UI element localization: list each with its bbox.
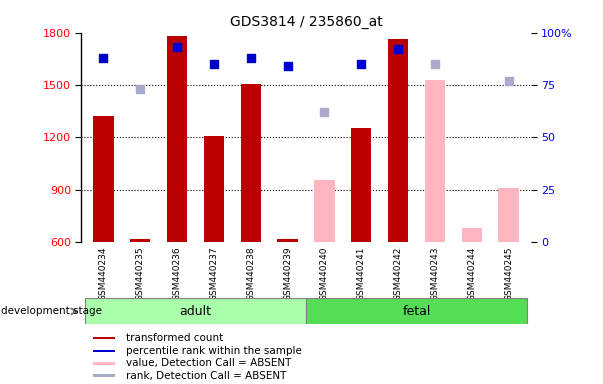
Bar (425, 80, 445, 242)
Text: value, Detection Call = ABSENT: value, Detection Call = ABSENT (127, 358, 292, 368)
Text: fetal: fetal (402, 305, 431, 318)
Text: adult: adult (180, 305, 212, 318)
Bar (93, 374, 115, 377)
Text: GSM440236: GSM440236 (172, 247, 182, 301)
Text: transformed count: transformed count (127, 333, 224, 343)
Text: GSM440241: GSM440241 (357, 247, 366, 301)
Bar (93, 337, 115, 339)
Text: GSM440245: GSM440245 (504, 247, 513, 301)
Text: GSM440239: GSM440239 (283, 247, 292, 301)
Bar (499, 188, 519, 242)
Bar (204, 136, 224, 242)
Bar (462, 228, 482, 242)
Bar (306, 298, 527, 324)
Bar (314, 180, 335, 242)
Bar (93, 362, 115, 365)
Text: GSM440243: GSM440243 (431, 247, 440, 301)
Point (504, 78, 513, 84)
Text: rank, Detection Call = ABSENT: rank, Detection Call = ABSENT (127, 371, 286, 381)
Bar (241, 84, 261, 242)
Bar (277, 239, 298, 242)
Point (246, 55, 256, 61)
Point (209, 61, 219, 67)
Bar (351, 128, 371, 242)
Bar (93, 349, 115, 352)
Text: GSM440242: GSM440242 (394, 247, 403, 301)
Point (393, 46, 403, 53)
Text: GSM440238: GSM440238 (246, 247, 255, 301)
Point (320, 109, 329, 115)
Point (99, 55, 109, 61)
Bar (130, 239, 150, 242)
Bar (85, 298, 306, 324)
Point (136, 86, 145, 92)
Text: GSM440235: GSM440235 (136, 247, 145, 301)
Text: GSM440240: GSM440240 (320, 247, 329, 301)
Point (356, 61, 366, 67)
Text: GSM440237: GSM440237 (209, 247, 218, 301)
Bar (167, 36, 188, 242)
Point (172, 44, 182, 50)
Text: percentile rank within the sample: percentile rank within the sample (127, 346, 302, 356)
Title: GDS3814 / 235860_at: GDS3814 / 235860_at (230, 15, 382, 29)
Point (283, 63, 292, 69)
Text: GSM440244: GSM440244 (467, 247, 476, 301)
Text: GSM440234: GSM440234 (99, 247, 108, 301)
Bar (388, 39, 408, 242)
Bar (93, 116, 113, 242)
Point (430, 61, 440, 67)
Text: development stage: development stage (1, 306, 102, 316)
